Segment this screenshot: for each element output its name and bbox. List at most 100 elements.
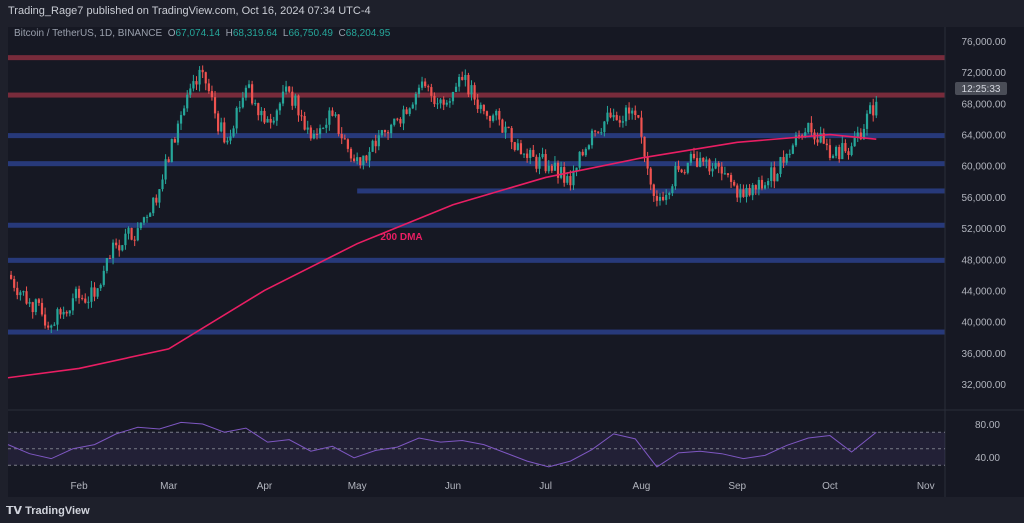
candle [708, 158, 711, 175]
symbol-name: Bitcoin / TetherUS, 1D, BINANCE [14, 28, 163, 39]
y-tick-label: 40,000.00 [962, 318, 1007, 329]
candle [77, 285, 81, 304]
candle [269, 113, 272, 129]
candle [186, 90, 189, 112]
y-tick-label: 32,000.00 [962, 380, 1007, 391]
open-label: O [167, 28, 176, 39]
candle [810, 116, 813, 136]
candle [183, 105, 186, 116]
candle [748, 184, 751, 197]
candle [590, 128, 594, 149]
candle [294, 93, 297, 109]
y-tick-label: 48,000.00 [962, 255, 1007, 266]
candle [402, 105, 405, 131]
candle [139, 222, 142, 231]
candle [192, 74, 195, 92]
countdown-badge [955, 82, 1007, 95]
candle [383, 129, 387, 137]
candle [541, 147, 544, 159]
candle [37, 297, 40, 306]
candle [535, 154, 538, 173]
candle [328, 107, 331, 131]
candle [680, 168, 683, 173]
candle [720, 162, 723, 181]
candle [869, 102, 872, 115]
candle [288, 85, 291, 94]
candle [356, 152, 359, 165]
countdown-text: 12:25:33 [962, 84, 1001, 95]
level-line-2 [8, 133, 945, 139]
candle [501, 118, 504, 133]
open-value: 67,074.14 [175, 28, 221, 39]
candle [164, 154, 167, 185]
candle [745, 184, 748, 203]
candle [25, 286, 28, 305]
candle [56, 307, 59, 331]
candle [427, 84, 430, 92]
candle [661, 191, 665, 202]
candle [791, 143, 794, 155]
candle [263, 108, 266, 125]
candle [254, 99, 257, 106]
candle [594, 129, 597, 137]
candle [65, 310, 68, 317]
candle [556, 160, 560, 184]
candle [352, 154, 356, 163]
candle [359, 157, 362, 169]
candle [349, 147, 353, 163]
x-tick-label: May [348, 481, 367, 492]
rsi-tick-label: 80.00 [975, 420, 1000, 431]
candle [785, 153, 788, 165]
candle [825, 138, 828, 151]
y-tick-label: 52,000.00 [962, 224, 1007, 235]
candle [461, 71, 464, 81]
candle [226, 136, 229, 145]
high-value: 68,319.64 [232, 28, 278, 39]
candle [374, 134, 377, 154]
candle [399, 117, 402, 127]
candle [498, 108, 501, 126]
candle [816, 132, 819, 146]
candle [84, 293, 87, 304]
candle [28, 298, 31, 308]
candle [757, 177, 760, 196]
candle [640, 110, 643, 144]
candle [476, 93, 479, 113]
candle [763, 182, 767, 190]
candle [711, 162, 714, 177]
candle [522, 153, 526, 158]
candle [683, 169, 686, 175]
candle [272, 116, 275, 125]
candle [717, 161, 720, 174]
candle [828, 138, 832, 161]
candle [93, 282, 96, 302]
low-value: 66,750.49 [288, 28, 333, 39]
candle [136, 222, 139, 242]
candle [454, 82, 458, 93]
candle [615, 111, 618, 121]
level-line-7 [8, 329, 945, 335]
candle [105, 257, 108, 274]
candle [485, 110, 489, 120]
candle [13, 275, 16, 292]
candle [102, 265, 105, 287]
candle [241, 91, 244, 109]
candle [322, 127, 325, 130]
candle [220, 117, 223, 133]
candle [96, 288, 99, 299]
candle [368, 147, 371, 168]
y-tick-label: 68,000.00 [962, 99, 1007, 110]
level-line-0 [8, 55, 945, 61]
candle [665, 189, 668, 205]
candle [723, 166, 726, 175]
candle [189, 83, 192, 98]
candle [652, 183, 655, 202]
candle [68, 310, 71, 317]
candle [173, 136, 176, 143]
candle [488, 115, 492, 128]
candle [445, 99, 448, 107]
candle [396, 117, 399, 122]
candle [213, 90, 217, 119]
candle [59, 307, 62, 319]
